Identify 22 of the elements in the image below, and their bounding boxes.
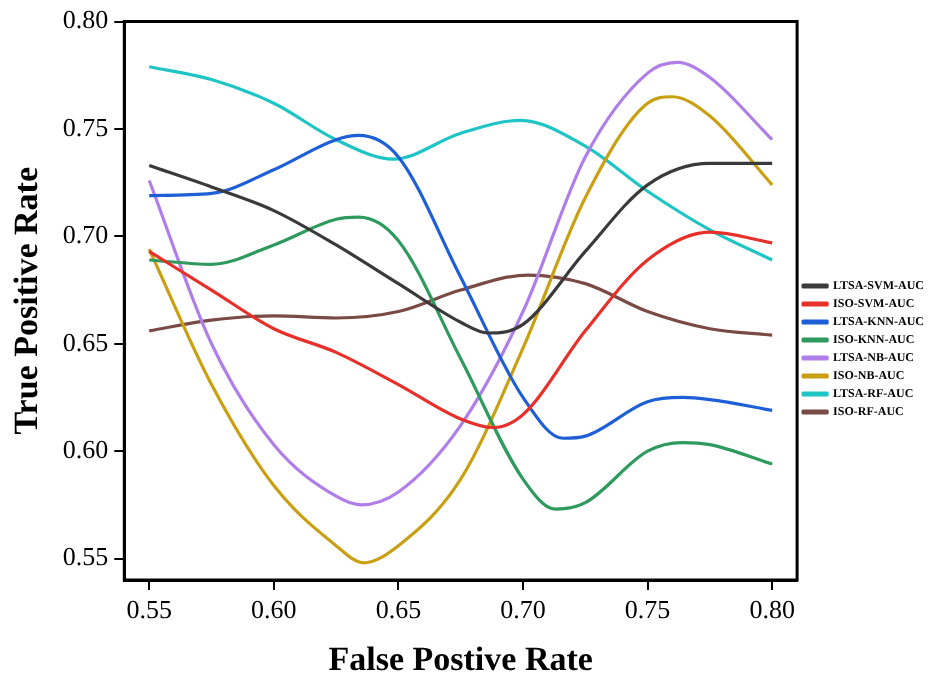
x-tick-label: 0.80 — [749, 594, 795, 625]
x-tick-label: 0.60 — [251, 594, 297, 625]
x-tick-label: 0.55 — [126, 594, 172, 625]
x-tick-label: 0.75 — [624, 594, 671, 625]
y-axis-title: True Positive Rate — [7, 166, 46, 435]
line-series — [147, 230, 774, 430]
line-series — [147, 65, 774, 262]
y-tick-label: 0.70 — [62, 219, 109, 250]
line-series — [147, 133, 774, 440]
line-series — [147, 161, 774, 335]
y-tick-label: 0.60 — [62, 433, 109, 464]
y-tick-label: 0.75 — [62, 111, 109, 142]
line-series — [147, 273, 774, 337]
line-series — [147, 60, 774, 507]
x-tick-label: 0.70 — [500, 594, 546, 625]
y-tick-label: 0.55 — [62, 541, 109, 572]
y-tick-label: 0.65 — [62, 326, 109, 357]
x-tick-label: 0.65 — [375, 594, 422, 625]
line-series — [147, 95, 774, 565]
line-series — [147, 215, 774, 511]
y-tick-label: 0.80 — [62, 4, 109, 35]
x-axis-title: False Postive Rate — [328, 640, 594, 679]
